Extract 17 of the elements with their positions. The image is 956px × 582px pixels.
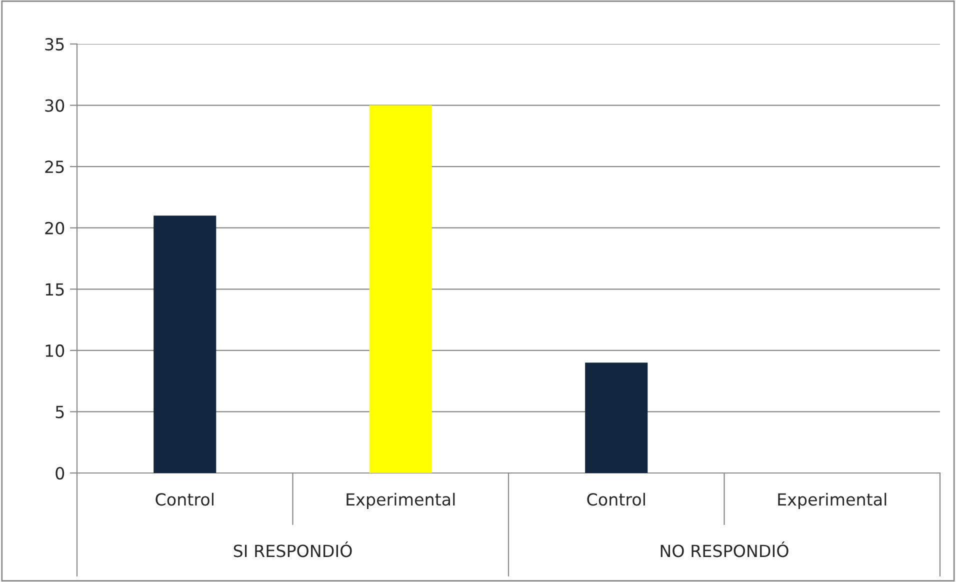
y-tick-label: 0 <box>56 466 64 480</box>
y-tick-label: 30 <box>45 99 64 112</box>
x-tick-label: Control <box>587 492 645 506</box>
x-tick-label: Control <box>156 492 214 506</box>
x-tick-label: Experimental <box>346 492 455 509</box>
y-tick-label: 35 <box>45 38 64 51</box>
bar <box>585 362 648 473</box>
x-tick-label: Experimental <box>778 492 886 509</box>
y-tick-label: 25 <box>45 160 64 174</box>
y-tick-label: 20 <box>45 222 64 234</box>
y-tick-label: 10 <box>46 344 64 357</box>
bar <box>369 105 432 473</box>
bar <box>154 216 216 473</box>
y-tick-label: 15 <box>46 283 64 296</box>
y-tick-label: 5 <box>56 406 64 418</box>
text: SI RESPONDIÓ <box>234 542 352 558</box>
text: NO RESPONDIÓ <box>660 542 788 558</box>
